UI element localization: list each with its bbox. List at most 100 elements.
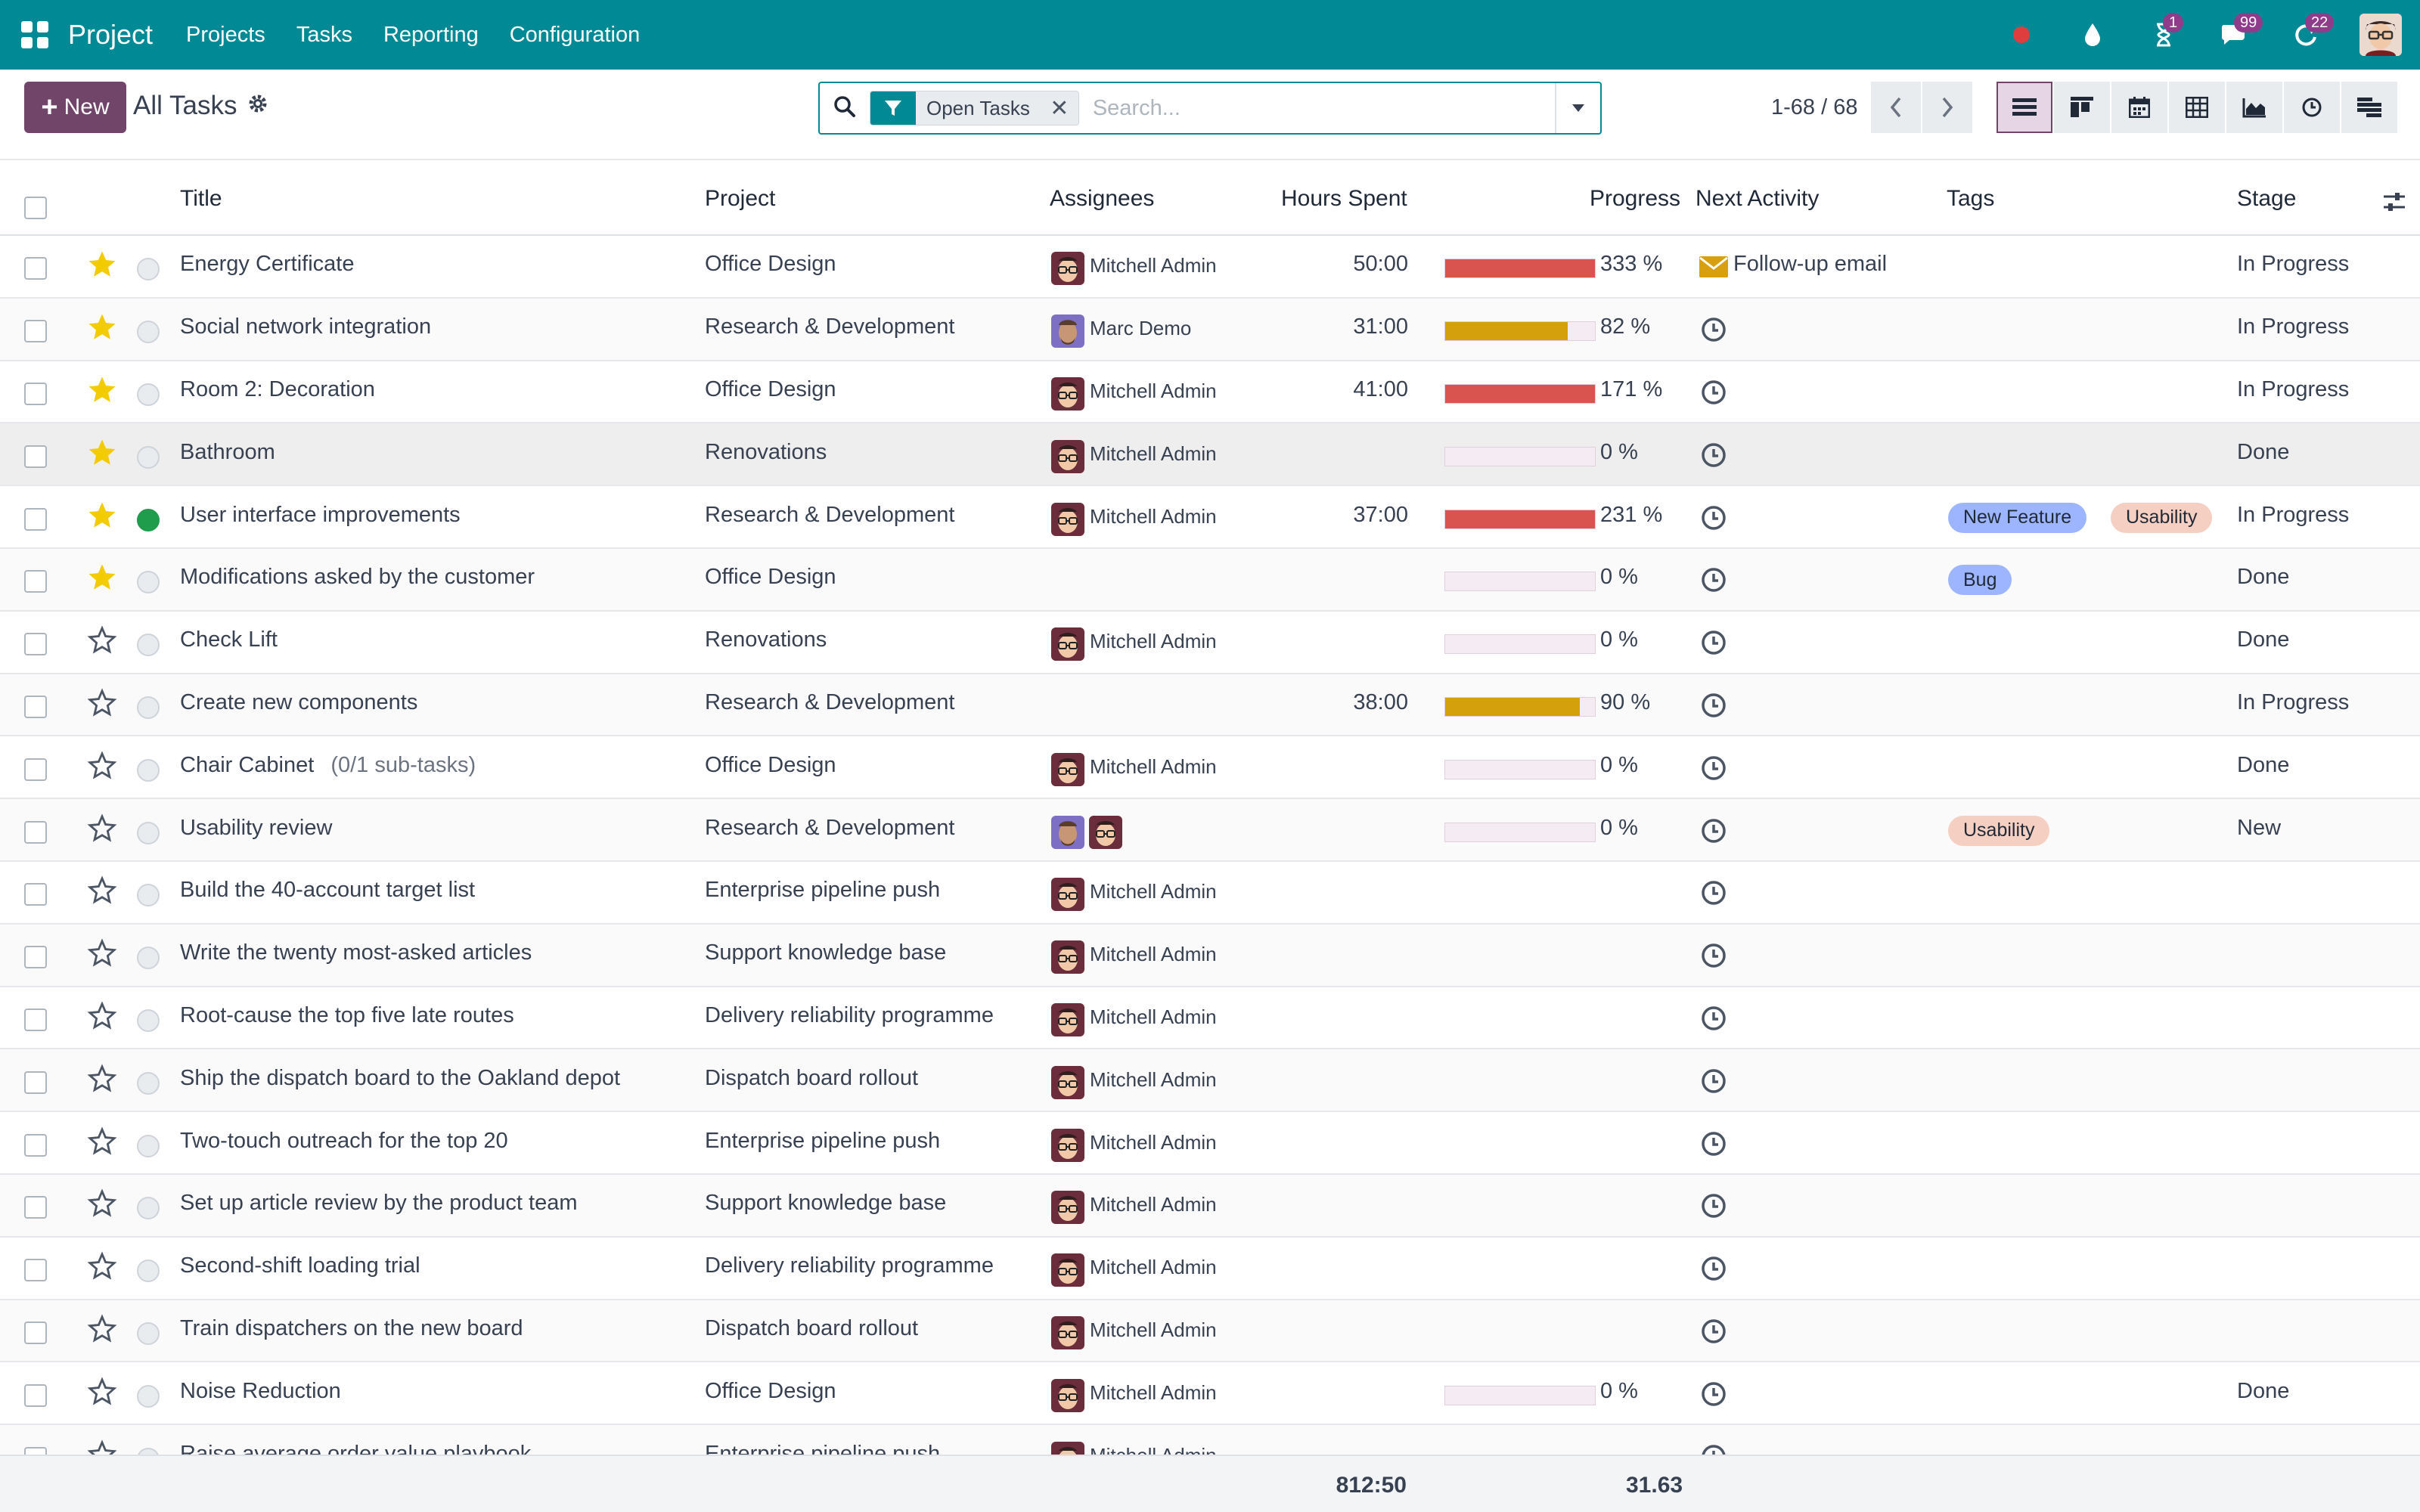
task-row[interactable]: Noise Reduction Office Design Mitchell Adm… <box>0 1362 2420 1426</box>
task-title[interactable]: Chair Cabinet (0/1 sub-tasks) <box>180 753 476 778</box>
clock-icon[interactable] <box>1700 504 1727 531</box>
email-activity-icon[interactable] <box>1699 256 1729 278</box>
task-title[interactable]: Modifications asked by the customer <box>180 565 535 590</box>
assignee-avatar[interactable] <box>1051 627 1084 662</box>
search-icon[interactable] <box>833 95 856 122</box>
star-outline-icon[interactable] <box>86 750 118 782</box>
task-title[interactable]: Root-cause the top five late routes <box>180 1003 514 1028</box>
kanban-state-icon[interactable] <box>137 258 160 281</box>
star-filled-icon[interactable] <box>86 562 118 593</box>
star-outline-icon[interactable] <box>86 1126 118 1157</box>
clock-icon[interactable] <box>1700 1255 1727 1282</box>
activity-view-button[interactable] <box>2284 82 2340 133</box>
column-header-progress[interactable]: Progress <box>1590 186 1681 211</box>
activity-hourglass-icon[interactable]: 1 <box>2146 13 2184 52</box>
task-title[interactable]: Energy Certificate <box>180 252 355 277</box>
task-row[interactable]: Modifications asked by the customer Offic… <box>0 548 2420 612</box>
assignee-avatar[interactable] <box>1051 439 1084 473</box>
kanban-state-icon[interactable] <box>137 1259 160 1283</box>
task-row[interactable]: Raise average order value playbook Enterp… <box>0 1425 2420 1455</box>
star-outline-icon[interactable] <box>86 1439 118 1455</box>
assignee-avatar[interactable] <box>1051 1191 1084 1225</box>
task-title[interactable]: Room 2: Decoration <box>180 377 375 402</box>
assignee-avatar[interactable] <box>1051 1378 1084 1412</box>
menu-reporting[interactable]: Reporting <box>383 22 479 47</box>
pager-next-button[interactable] <box>1922 82 1972 133</box>
row-checkbox[interactable] <box>24 382 47 405</box>
row-checkbox[interactable] <box>24 570 47 593</box>
task-row[interactable]: Check Lift Renovations Mitchell Admin 0 % Do… <box>0 611 2420 674</box>
row-checkbox[interactable] <box>24 1070 47 1094</box>
list-view-button[interactable] <box>1996 82 2052 133</box>
column-header-hours-spent[interactable]: Hours Spent <box>1281 186 1407 211</box>
star-filled-icon[interactable] <box>86 500 118 531</box>
clock-icon[interactable] <box>1700 629 1727 656</box>
kanban-state-icon[interactable] <box>137 1134 160 1157</box>
row-checkbox[interactable] <box>24 507 47 531</box>
optional-columns-icon[interactable] <box>2382 191 2406 217</box>
star-outline-icon[interactable] <box>86 1063 118 1095</box>
task-row[interactable]: Root-cause the top five late routes Deliv… <box>0 987 2420 1050</box>
column-header-next-activity[interactable]: Next Activity <box>1696 186 1820 211</box>
clock-icon[interactable] <box>1700 1005 1727 1032</box>
clock-icon[interactable] <box>1700 1192 1727 1219</box>
clock-icon[interactable] <box>1700 442 1727 469</box>
task-title[interactable]: Write the twenty most-asked articles <box>180 940 532 965</box>
clock-icon[interactable] <box>1700 879 1727 906</box>
task-title[interactable]: Check Lift <box>180 627 278 652</box>
column-header-assignees[interactable]: Assignees <box>1050 186 1155 211</box>
task-row[interactable]: Ship the dispatch board to the Oakland d… <box>0 1049 2420 1113</box>
task-title[interactable]: Two-touch outreach for the top 20 <box>180 1129 508 1154</box>
graph-view-button[interactable] <box>2226 82 2282 133</box>
task-title[interactable]: Raise average order value playbook <box>180 1442 531 1455</box>
task-row[interactable]: Energy Certificate Office Design Mitchell … <box>0 236 2420 299</box>
kanban-state-icon[interactable] <box>137 1321 160 1345</box>
pager-value[interactable]: 1-68 / 68 <box>1771 95 1858 119</box>
row-checkbox[interactable] <box>24 695 47 718</box>
clock-icon[interactable] <box>1700 692 1727 719</box>
clock-icon[interactable] <box>1700 1130 1727 1157</box>
task-row[interactable]: Write the twenty most-asked articles Supp… <box>0 924 2420 987</box>
menu-configuration[interactable]: Configuration <box>509 22 641 47</box>
task-title[interactable]: Ship the dispatch board to the Oakland d… <box>180 1066 620 1091</box>
new-task-button[interactable]: + New <box>24 82 126 133</box>
row-checkbox[interactable] <box>24 1259 47 1282</box>
assignee-avatar[interactable] <box>1051 1315 1084 1349</box>
assignee-avatar[interactable] <box>1051 1128 1084 1162</box>
row-checkbox[interactable] <box>24 1383 47 1407</box>
kanban-state-icon[interactable] <box>137 884 160 907</box>
star-outline-icon[interactable] <box>86 875 118 906</box>
messages-icon[interactable]: 99 <box>2217 13 2263 52</box>
kanban-state-icon[interactable] <box>137 758 160 782</box>
clock-icon[interactable] <box>1700 1380 1727 1408</box>
clock-icon[interactable] <box>1700 1443 1727 1455</box>
star-outline-icon[interactable] <box>86 1188 118 1219</box>
task-row[interactable]: Two-touch outreach for the top 20 Enterpr… <box>0 1112 2420 1175</box>
assignee-avatar[interactable] <box>1051 1065 1084 1099</box>
assignee-avatar[interactable] <box>1051 502 1084 536</box>
updates-icon[interactable]: 22 <box>2288 13 2335 52</box>
menu-tasks[interactable]: Tasks <box>296 22 352 47</box>
task-title[interactable]: Create new components <box>180 690 417 715</box>
column-header-project[interactable]: Project <box>705 186 776 211</box>
task-row[interactable]: Set up article review by the product tea… <box>0 1174 2420 1238</box>
kanban-state-icon[interactable] <box>137 634 160 657</box>
clock-icon[interactable] <box>1700 379 1727 406</box>
pager-previous-button[interactable] <box>1871 82 1921 133</box>
row-checkbox[interactable] <box>24 1196 47 1219</box>
task-title[interactable]: User interface improvements <box>180 503 461 528</box>
row-checkbox[interactable] <box>24 320 47 343</box>
kanban-state-icon[interactable] <box>137 821 160 844</box>
column-header-title[interactable]: Title <box>180 186 222 211</box>
kanban-state-icon[interactable] <box>137 696 160 719</box>
assignee-avatar[interactable] <box>1051 314 1084 349</box>
task-row[interactable]: Social network integration Research & Dev… <box>0 298 2420 361</box>
facet-close-icon[interactable]: ✕ <box>1040 91 1078 125</box>
assignee-avatar[interactable] <box>1051 376 1084 411</box>
row-checkbox[interactable] <box>24 1321 47 1344</box>
star-outline-icon[interactable] <box>86 1313 118 1345</box>
task-title[interactable]: Bathroom <box>180 440 275 465</box>
star-outline-icon[interactable] <box>86 1376 118 1408</box>
star-outline-icon[interactable] <box>86 813 118 844</box>
app-brand[interactable]: Project <box>68 19 154 50</box>
